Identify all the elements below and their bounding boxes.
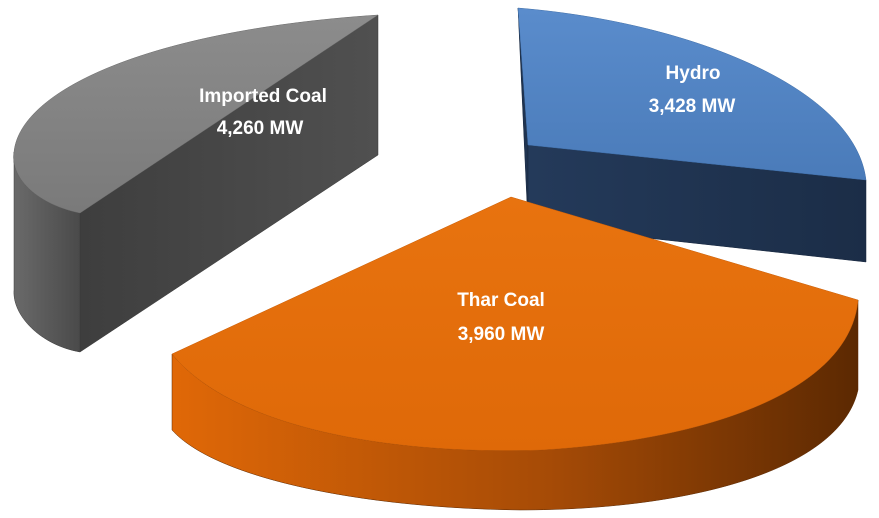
label-thar-coal-value: 3,960 MW [458, 324, 545, 345]
slice-imported-coal-top [13, 14, 379, 214]
slice-hydro [517, 7, 867, 263]
slice-thar-coal [171, 196, 859, 511]
slice-hydro-top [517, 7, 867, 181]
label-hydro-name: Hydro [666, 63, 721, 84]
label-imported-coal-value: 4,260 MW [217, 118, 304, 139]
label-hydro-value: 3,428 MW [649, 96, 736, 117]
slice-thar-coal-top [171, 196, 859, 451]
slice-imported-coal [13, 14, 379, 353]
label-imported-coal-name: Imported Coal [199, 86, 327, 107]
label-thar-coal-name: Thar Coal [457, 290, 545, 311]
